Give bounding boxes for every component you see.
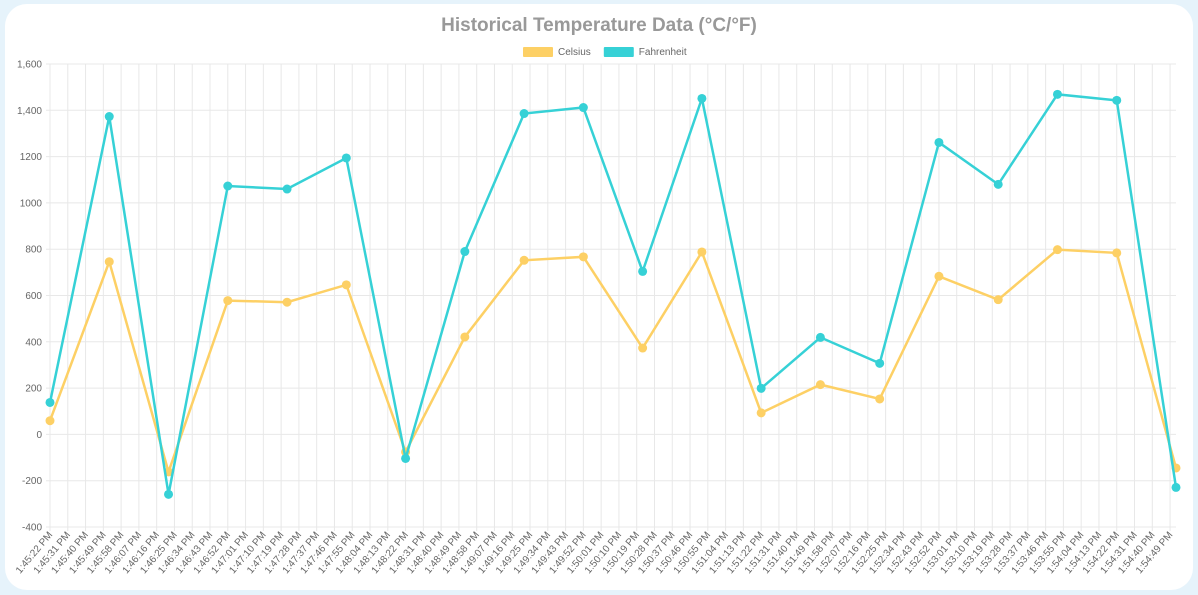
point xyxy=(282,184,292,194)
y-tick-label: 1,600 xyxy=(17,60,42,71)
point xyxy=(519,109,529,119)
legend-swatch xyxy=(603,47,634,57)
point xyxy=(519,255,529,265)
point xyxy=(45,397,55,407)
y-tick-label: 800 xyxy=(25,245,42,256)
point xyxy=(282,297,292,307)
y-tick-label: -400 xyxy=(22,523,42,534)
point xyxy=(223,296,233,306)
point xyxy=(934,137,944,147)
point xyxy=(1171,482,1181,492)
point xyxy=(164,489,174,499)
point xyxy=(756,408,766,418)
point xyxy=(638,343,648,353)
point xyxy=(697,247,707,257)
point xyxy=(1112,248,1122,258)
series-line xyxy=(48,248,1178,477)
chart-title: Historical Temperature Data (°C/°F) xyxy=(441,15,757,36)
point xyxy=(104,257,114,267)
point xyxy=(341,153,351,163)
point xyxy=(223,181,233,191)
point xyxy=(934,271,944,281)
point xyxy=(756,383,766,393)
point xyxy=(697,93,707,103)
y-tick-label: 1,400 xyxy=(17,106,42,117)
y-tick-label: 1200 xyxy=(20,152,43,163)
point xyxy=(875,358,885,368)
point xyxy=(1052,89,1062,99)
legend-label: Fahrenheit xyxy=(639,47,687,58)
point xyxy=(401,453,411,463)
point xyxy=(815,380,825,390)
point xyxy=(1052,245,1062,255)
point xyxy=(815,332,825,342)
point xyxy=(875,394,885,404)
point xyxy=(460,247,470,257)
y-tick-label: 0 xyxy=(36,430,42,441)
point xyxy=(578,252,588,262)
y-tick-label: -200 xyxy=(22,476,42,487)
point xyxy=(460,332,470,342)
y-tick-label: 400 xyxy=(25,337,42,348)
y-tick-label: 1000 xyxy=(20,198,43,209)
point xyxy=(638,266,648,276)
y-tick-label: 600 xyxy=(25,291,42,302)
legend-swatch xyxy=(523,47,553,57)
point xyxy=(993,179,1003,189)
y-tick-label: 200 xyxy=(25,384,42,395)
point xyxy=(1112,95,1122,105)
legend-label: Celsius xyxy=(558,47,591,58)
point xyxy=(104,112,114,122)
series-line xyxy=(48,93,1178,495)
point xyxy=(578,103,588,113)
point xyxy=(45,416,55,426)
point xyxy=(993,295,1003,305)
point xyxy=(341,280,351,290)
